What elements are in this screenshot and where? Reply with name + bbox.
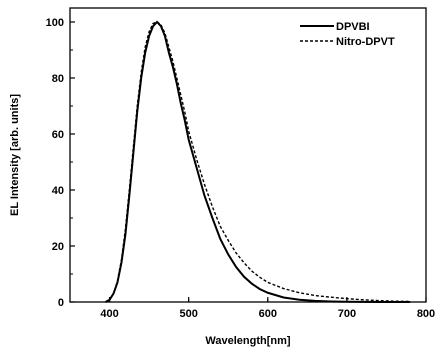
y-tick-label: 60 — [52, 129, 64, 141]
plot-frame — [69, 7, 427, 303]
y-tick-label: 80 — [52, 73, 64, 85]
legend: DPVBI Nitro-DPVT — [300, 21, 395, 48]
y-tick-label: 40 — [52, 185, 64, 197]
y-tick-label: 20 — [52, 241, 64, 253]
x-tick-label: 400 — [100, 308, 118, 320]
y-tick-label: 0 — [58, 297, 64, 309]
y-tick-label: 100 — [46, 17, 64, 29]
legend-label-1: DPVBI — [336, 21, 370, 33]
x-tick-label: 700 — [338, 308, 356, 320]
x-tick-label: 500 — [179, 308, 197, 320]
series-line-2 — [105, 21, 411, 303]
x-axis-title: Wavelength[nm] — [205, 335, 290, 347]
plot-border — [69, 7, 427, 303]
y-axis-title: EL Intensity [arb. units] — [9, 94, 21, 216]
legend-label-2: Nitro-DPVT — [336, 36, 395, 48]
x-tick-label: 600 — [259, 308, 277, 320]
axis-ticks: 400 500 600 700 800 0 20 40 60 80 100 — [46, 17, 436, 320]
x-tick-label: 800 — [417, 308, 435, 320]
series-layer — [105, 20, 411, 303]
series-line-1 — [105, 20, 411, 303]
